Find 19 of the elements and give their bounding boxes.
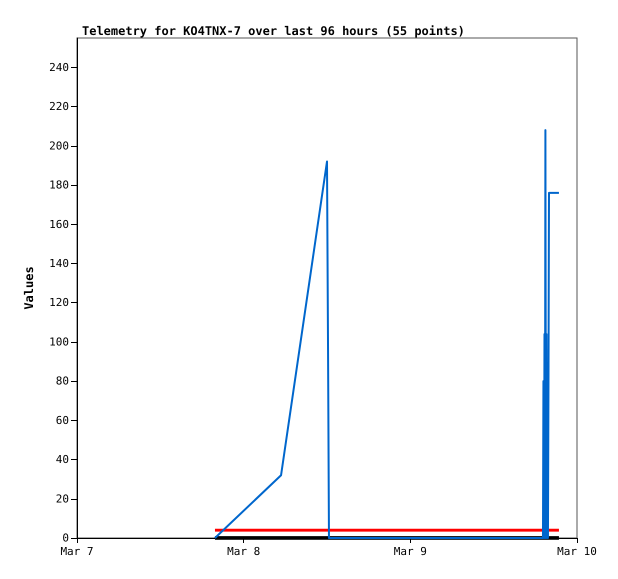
y-tick-label: 240 <box>49 60 69 74</box>
y-tick-label: 60 <box>56 414 69 427</box>
y-tick-label: 100 <box>49 335 69 348</box>
y-tick-label: 200 <box>49 139 69 152</box>
x-tick-label: Mar 9 <box>394 545 427 558</box>
y-tick-label: 160 <box>49 218 69 231</box>
chart-title: Telemetry for KO4TNX-7 over last 96 hours (55 points) <box>82 24 465 38</box>
y-tick-label: 180 <box>49 178 69 192</box>
y-tick-label: 120 <box>49 296 69 310</box>
y-tick-label: 140 <box>49 256 69 270</box>
x-tick-label: Mar 8 <box>227 545 260 558</box>
y-axis-title: Values <box>22 266 36 310</box>
x-tick-label: Mar 10 <box>557 545 597 558</box>
y-tick-label: 40 <box>56 453 69 466</box>
y-tick-label: 0 <box>62 532 69 544</box>
y-tick-label: 80 <box>56 374 69 388</box>
y-tick-label: 20 <box>56 492 69 506</box>
y-tick-label: 220 <box>49 100 69 114</box>
x-tick-label: Mar 7 <box>60 545 94 558</box>
